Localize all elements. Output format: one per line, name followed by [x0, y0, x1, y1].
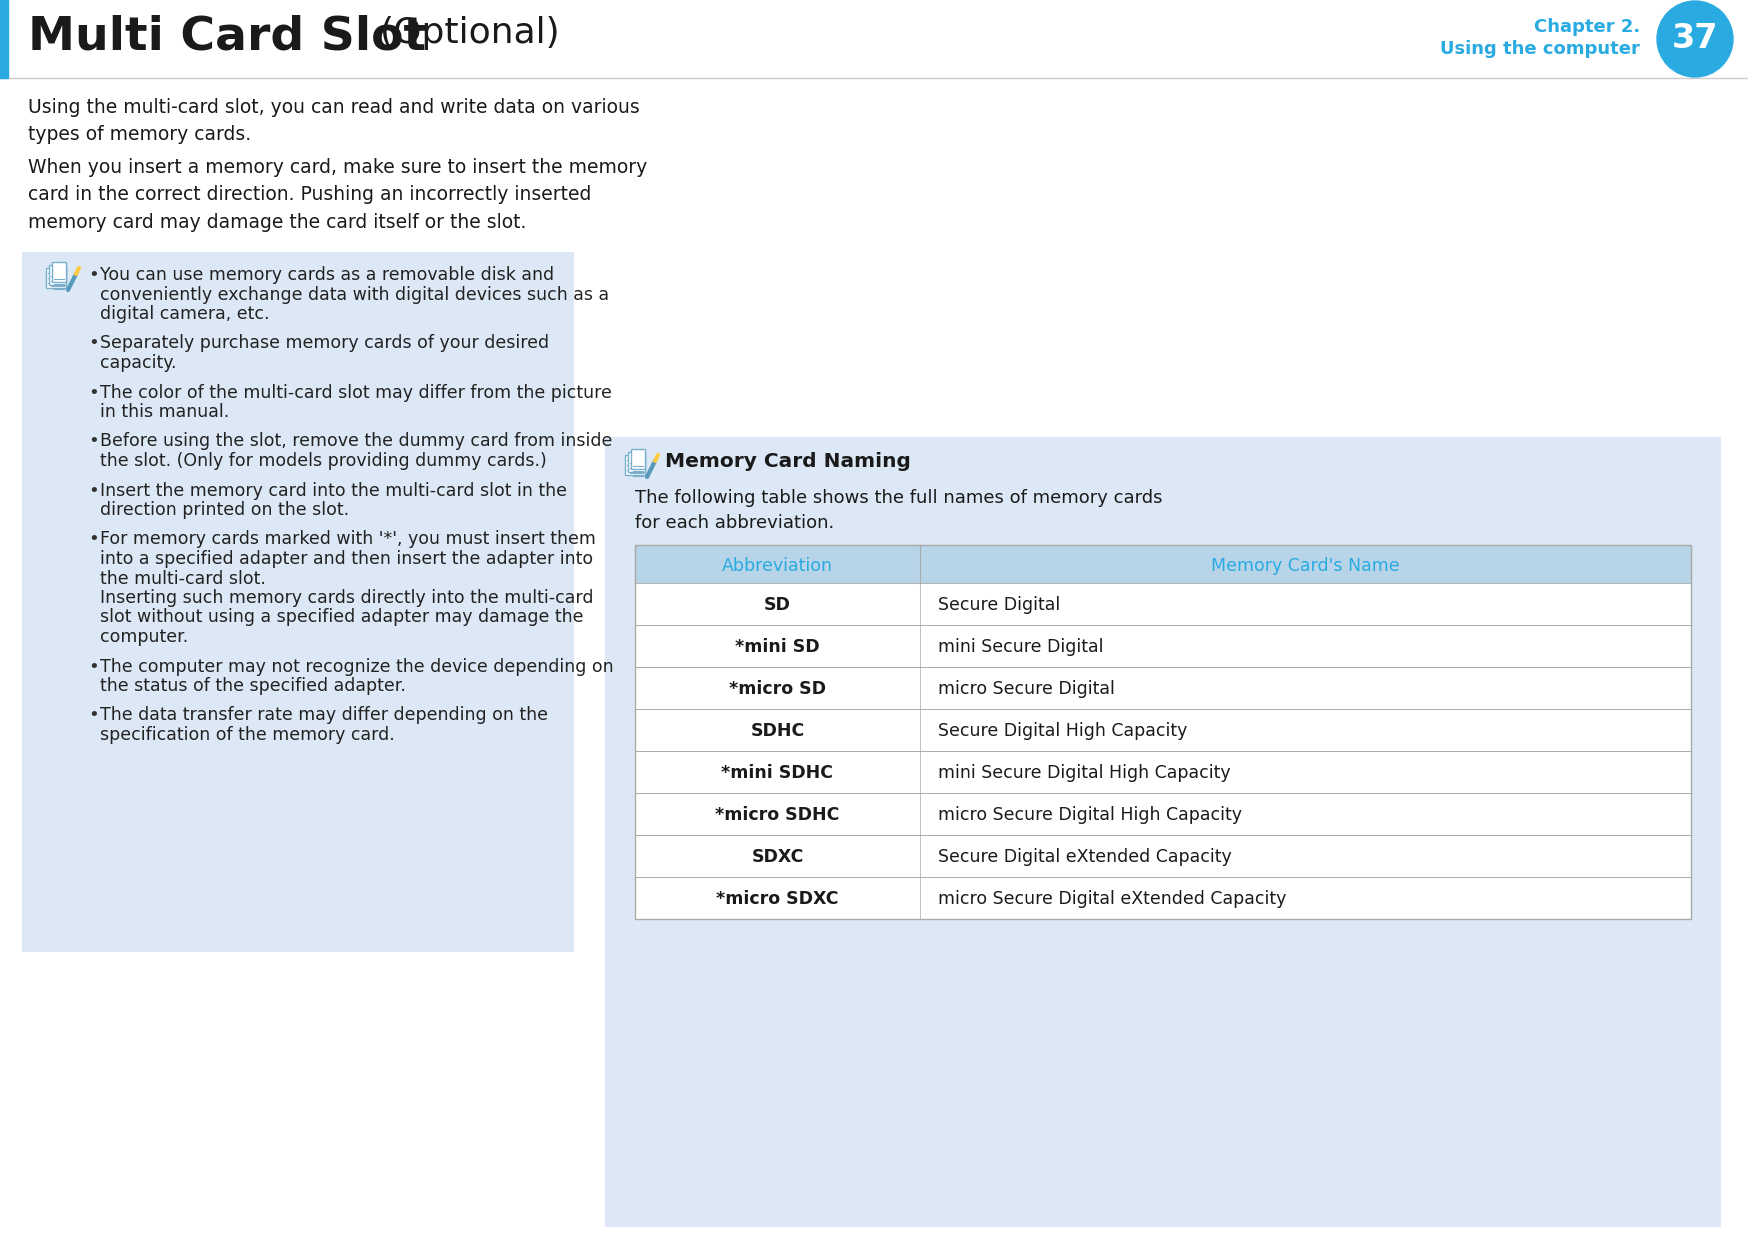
Text: micro Secure Digital High Capacity: micro Secure Digital High Capacity	[937, 805, 1241, 824]
Text: *mini SD: *mini SD	[734, 638, 820, 656]
Text: into a specified adapter and then insert the adapter into: into a specified adapter and then insert…	[100, 550, 593, 568]
Text: *mini SDHC: *mini SDHC	[722, 764, 834, 782]
Text: micro Secure Digital: micro Secure Digital	[937, 680, 1113, 697]
Bar	[45, 268, 66, 288]
Text: Secure Digital: Secure Digital	[937, 596, 1059, 614]
Text: 37: 37	[1671, 22, 1717, 56]
Bar	[635, 793, 1690, 835]
Text: Chapter 2.: Chapter 2.	[1533, 19, 1640, 36]
Bar	[52, 262, 66, 282]
Bar	[635, 835, 1690, 877]
Text: The following table shows the full names of memory cards
for each abbreviation.: The following table shows the full names…	[635, 489, 1162, 532]
Text: •: •	[87, 433, 98, 450]
Text: conveniently exchange data with digital devices such as a: conveniently exchange data with digital …	[100, 285, 608, 304]
Bar	[635, 709, 1690, 751]
Text: *micro SD: *micro SD	[729, 680, 825, 697]
Text: The color of the multi-card slot may differ from the picture: The color of the multi-card slot may dif…	[100, 383, 612, 402]
Text: For memory cards marked with '*', you must insert them: For memory cards marked with '*', you mu…	[100, 530, 596, 549]
Bar	[635, 666, 1690, 709]
Text: the multi-card slot.: the multi-card slot.	[100, 570, 266, 587]
Text: Memory Card's Name: Memory Card's Name	[1211, 557, 1398, 575]
Text: Memory Card Naming: Memory Card Naming	[664, 452, 911, 472]
Text: •: •	[87, 530, 98, 549]
Text: the slot. (Only for models providing dummy cards.): the slot. (Only for models providing dum…	[100, 452, 547, 470]
Text: •: •	[87, 266, 98, 284]
Text: Inserting such memory cards directly into the multi-card: Inserting such memory cards directly int…	[100, 589, 593, 607]
Bar	[635, 625, 1690, 666]
Text: mini Secure Digital High Capacity: mini Secure Digital High Capacity	[937, 764, 1231, 782]
Text: the status of the specified adapter.: the status of the specified adapter.	[100, 678, 406, 695]
Bar	[23, 252, 573, 952]
Bar	[635, 877, 1690, 920]
Text: The computer may not recognize the device depending on: The computer may not recognize the devic…	[100, 658, 614, 675]
Text: Separately purchase memory cards of your desired: Separately purchase memory cards of your…	[100, 335, 549, 352]
Bar	[0, 0, 9, 78]
Bar	[635, 751, 1690, 793]
Text: •: •	[87, 482, 98, 499]
Text: Abbreviation: Abbreviation	[722, 557, 832, 575]
Bar	[605, 437, 1720, 1227]
Text: direction printed on the slot.: direction printed on the slot.	[100, 501, 350, 519]
Text: slot without using a specified adapter may damage the: slot without using a specified adapter m…	[100, 608, 584, 627]
Text: •: •	[87, 335, 98, 352]
Text: Multi Card Slot: Multi Card Slot	[28, 14, 427, 60]
Text: specification of the memory card.: specification of the memory card.	[100, 726, 395, 745]
Text: Secure Digital High Capacity: Secure Digital High Capacity	[937, 722, 1187, 740]
Text: Insert the memory card into the multi-card slot in the: Insert the memory card into the multi-ca…	[100, 482, 566, 499]
Bar	[628, 452, 645, 472]
Text: Using the computer: Using the computer	[1439, 40, 1640, 58]
Text: computer.: computer.	[100, 628, 189, 647]
Text: in this manual.: in this manual.	[100, 403, 229, 421]
Text: •: •	[87, 706, 98, 725]
Text: •: •	[87, 658, 98, 675]
Text: *micro SDXC: *micro SDXC	[717, 890, 839, 908]
Bar	[49, 266, 66, 285]
Text: •: •	[87, 383, 98, 402]
Text: digital camera, etc.: digital camera, etc.	[100, 305, 269, 323]
Text: Before using the slot, remove the dummy card from inside: Before using the slot, remove the dummy …	[100, 433, 612, 450]
Text: SDXC: SDXC	[752, 848, 804, 866]
Text: The data transfer rate may differ depending on the: The data transfer rate may differ depend…	[100, 706, 547, 725]
Bar	[624, 455, 645, 475]
Text: You can use memory cards as a removable disk and: You can use memory cards as a removable …	[100, 266, 554, 284]
Text: *micro SDHC: *micro SDHC	[715, 805, 839, 824]
Text: (Optional): (Optional)	[379, 16, 561, 50]
Text: Secure Digital eXtended Capacity: Secure Digital eXtended Capacity	[937, 848, 1231, 866]
Text: When you insert a memory card, make sure to insert the memory
card in the correc: When you insert a memory card, make sure…	[28, 158, 647, 232]
Text: Using the multi-card slot, you can read and write data on various
types of memor: Using the multi-card slot, you can read …	[28, 98, 640, 144]
Text: SD: SD	[764, 596, 790, 614]
Bar	[635, 545, 1690, 920]
Text: micro Secure Digital eXtended Capacity: micro Secure Digital eXtended Capacity	[937, 890, 1285, 908]
Circle shape	[1655, 1, 1732, 77]
Bar	[635, 583, 1690, 625]
Text: mini Secure Digital: mini Secure Digital	[937, 638, 1103, 656]
Text: SDHC: SDHC	[750, 722, 804, 740]
Bar	[635, 545, 1690, 583]
Bar	[631, 449, 645, 469]
Text: capacity.: capacity.	[100, 354, 177, 372]
